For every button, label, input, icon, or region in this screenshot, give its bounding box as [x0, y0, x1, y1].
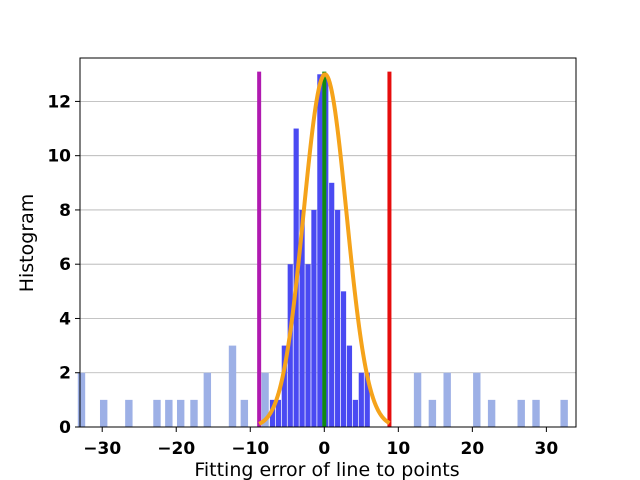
- histogram-bar-0-1: [99, 399, 108, 427]
- x-axis-ticks: −30 −20 −10 0 10 20 30: [83, 427, 558, 459]
- y-tick-label-4: 8: [59, 201, 71, 221]
- histogram-bar-0-14: [473, 372, 481, 427]
- y-axis-ticks: 0 2 4 6 8 10 12: [47, 92, 80, 438]
- reference-lines: [257, 71, 392, 427]
- histogram-bar-1-7: [311, 209, 317, 427]
- y-tick-label-2: 4: [59, 309, 71, 329]
- x-tick-label-6: 30: [535, 439, 559, 459]
- histogram-bar-0-12: [428, 399, 437, 427]
- histogram-bar-1-8: [317, 74, 323, 427]
- histogram-bar-0-5: [176, 399, 185, 427]
- histogram-bar-1-1: [275, 399, 281, 427]
- histogram-bar-1-6: [305, 264, 311, 427]
- histogram-bar-1-11: [335, 209, 341, 427]
- histogram-bar-1-15: [358, 372, 364, 427]
- y-tick-label-6: 12: [47, 92, 71, 112]
- gaussian-fit-curve: [258, 72, 391, 426]
- histogram-bar-0-6: [190, 399, 198, 427]
- histogram-bar-1-13: [346, 345, 353, 427]
- histogram-bar-0-0: [77, 372, 86, 427]
- histogram-bar-0-8: [228, 345, 237, 427]
- x-tick-label-4: 10: [386, 439, 410, 459]
- histogram-bar-0-2: [125, 399, 133, 427]
- histogram-bar-1-12: [340, 291, 347, 427]
- x-tick-label-2: −10: [231, 439, 269, 459]
- histogram-bar-1-5: [299, 209, 305, 427]
- y-axis-label: Histogram: [16, 194, 38, 293]
- histogram-bar-1-10: [329, 182, 335, 427]
- x-tick-label-1: −20: [157, 439, 195, 459]
- histogram-bar-0-7: [203, 372, 212, 427]
- x-axis-label: Fitting error of line to points: [194, 459, 459, 480]
- x-tick-label-3: 0: [318, 439, 330, 459]
- histogram-bar-0-10: [261, 372, 269, 427]
- histogram-bar-0-15: [487, 399, 496, 427]
- y-tick-label-1: 2: [59, 364, 71, 384]
- histogram-bar-1-2: [281, 345, 287, 427]
- histogram-bar-0-3: [153, 399, 161, 427]
- histogram-bar-0-13: [443, 372, 451, 427]
- x-tick-label-5: 20: [461, 439, 485, 459]
- histogram-bar-0-18: [560, 399, 568, 427]
- histogram-bar-0-17: [532, 399, 540, 427]
- plot-frame: [79, 57, 577, 428]
- histogram-bar-1-14: [352, 399, 358, 427]
- histogram-bar-1-16: [364, 372, 370, 427]
- y-tick-label-5: 10: [47, 147, 71, 167]
- y-tick-label-0: 0: [59, 418, 71, 438]
- y-tick-label-3: 6: [59, 255, 71, 275]
- x-tick-label-0: −30: [83, 439, 121, 459]
- histogram-bar-0-9: [240, 399, 249, 427]
- fit-curve: [258, 72, 391, 426]
- histogram-bar-0-11: [413, 372, 422, 427]
- histogram-bar-0-16: [517, 399, 525, 427]
- histogram-bar-0-4: [165, 399, 173, 427]
